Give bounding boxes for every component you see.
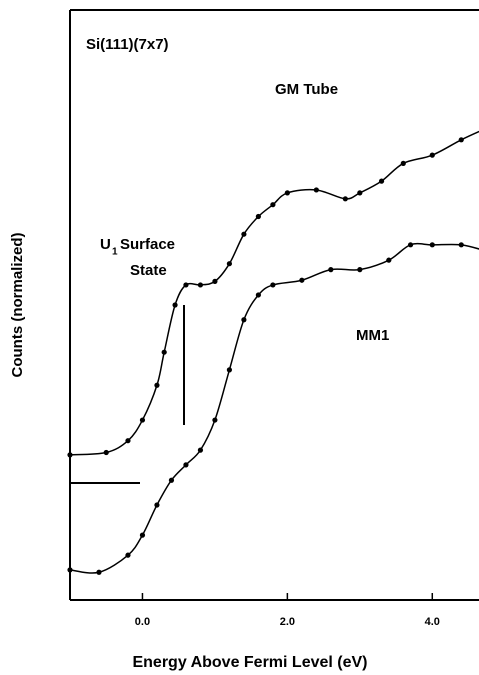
data-point — [67, 452, 73, 458]
fit-line — [69, 242, 479, 574]
x-tick-label: 4.0 — [425, 616, 440, 628]
data-point — [378, 178, 385, 184]
annotation: U — [100, 236, 111, 253]
x-tick-label: 0.0 — [135, 616, 150, 628]
data-point — [161, 349, 167, 355]
data-point — [255, 213, 261, 220]
data-point — [313, 187, 319, 193]
annotation: GM Tube — [275, 81, 338, 98]
data-point — [270, 282, 276, 288]
data-point — [226, 367, 233, 373]
data-point — [67, 567, 73, 573]
annotation: Surface — [120, 236, 175, 253]
y-axis-label: Counts (normalized) — [9, 232, 26, 377]
data-point — [255, 292, 261, 298]
data-point — [212, 278, 218, 284]
data-point — [139, 417, 146, 423]
data-point — [241, 231, 247, 237]
annotation: State — [130, 262, 167, 279]
data-point — [172, 302, 178, 308]
data-point — [168, 477, 175, 483]
data-point — [458, 137, 464, 143]
data-point — [183, 282, 189, 288]
data-point — [212, 417, 218, 423]
data-point — [357, 267, 363, 273]
x-tick-label: 2.0 — [280, 616, 295, 628]
data-point — [241, 317, 247, 323]
data-point — [284, 190, 290, 196]
data-point — [270, 202, 276, 208]
data-point — [357, 190, 363, 196]
annotation: 1 — [112, 247, 118, 258]
data-point — [125, 438, 131, 444]
data-point — [226, 261, 233, 267]
data-point — [342, 196, 348, 202]
fit-line — [69, 130, 479, 456]
data-point — [197, 447, 204, 453]
data-point — [96, 569, 102, 575]
data-point — [407, 242, 414, 248]
annotation: Si(111)(7x7) — [86, 36, 169, 53]
x-axis-label: Energy Above Fermi Level (eV) — [132, 654, 367, 671]
data-point — [197, 282, 204, 288]
data-point — [183, 462, 189, 468]
data-point — [400, 160, 406, 166]
data-point — [299, 277, 305, 283]
data-point — [154, 502, 160, 508]
data-point — [458, 242, 464, 248]
data-point — [103, 449, 109, 456]
data-point — [328, 267, 334, 273]
data-point — [154, 382, 160, 388]
annotation: MM1 — [356, 327, 389, 344]
data-point — [429, 242, 435, 248]
data-point — [386, 257, 392, 263]
data-point — [429, 152, 435, 158]
data-point — [139, 532, 146, 538]
data-point — [125, 552, 131, 558]
